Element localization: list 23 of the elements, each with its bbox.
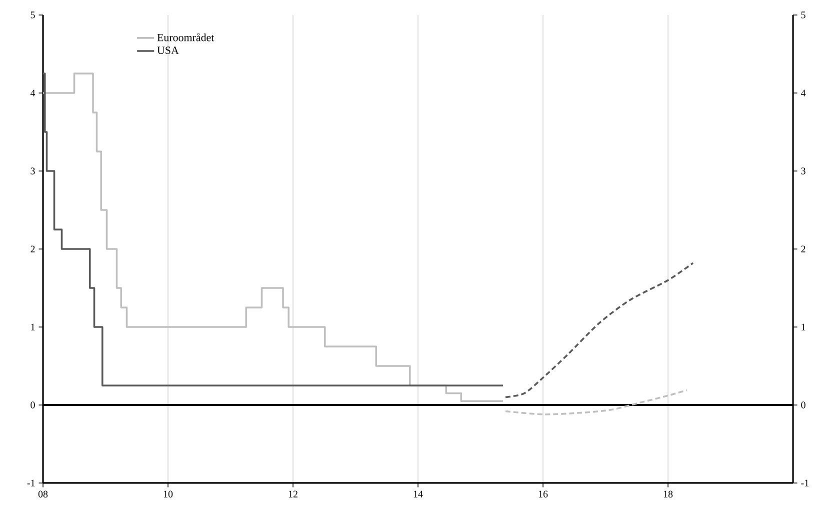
- y2-tick-label: 2: [801, 246, 806, 252]
- y-tick-label: -1: [27, 480, 35, 486]
- y-tick-label: 2: [30, 246, 35, 252]
- x-tick-label: 16: [538, 490, 548, 498]
- y-tick-label: 3: [30, 168, 35, 174]
- y-tick-label: 1: [31, 324, 35, 330]
- y2-tick-label: 0: [801, 402, 806, 408]
- y-tick-label: 4: [30, 90, 36, 96]
- y2-tick-label: -1: [801, 480, 808, 486]
- line-series: [504, 262, 694, 398]
- legend-label: Euroområdet: [157, 33, 214, 42]
- x-tick-label: 18: [664, 490, 673, 498]
- y2-tick-label: 1: [802, 324, 806, 330]
- y-tick-label: 0: [30, 402, 35, 408]
- x-tick-label: 12: [288, 490, 298, 498]
- y2-tick-label: 4: [800, 90, 806, 96]
- y2-tick-label: 5: [801, 12, 806, 18]
- legend-label: USA: [157, 46, 179, 54]
- y-tick-label: 5: [30, 12, 35, 18]
- x-tick-label: 08: [38, 490, 48, 498]
- y2-tick-label: 3: [801, 168, 806, 174]
- x-tick-label: 10: [164, 490, 173, 498]
- x-tick-label: 14: [414, 490, 423, 498]
